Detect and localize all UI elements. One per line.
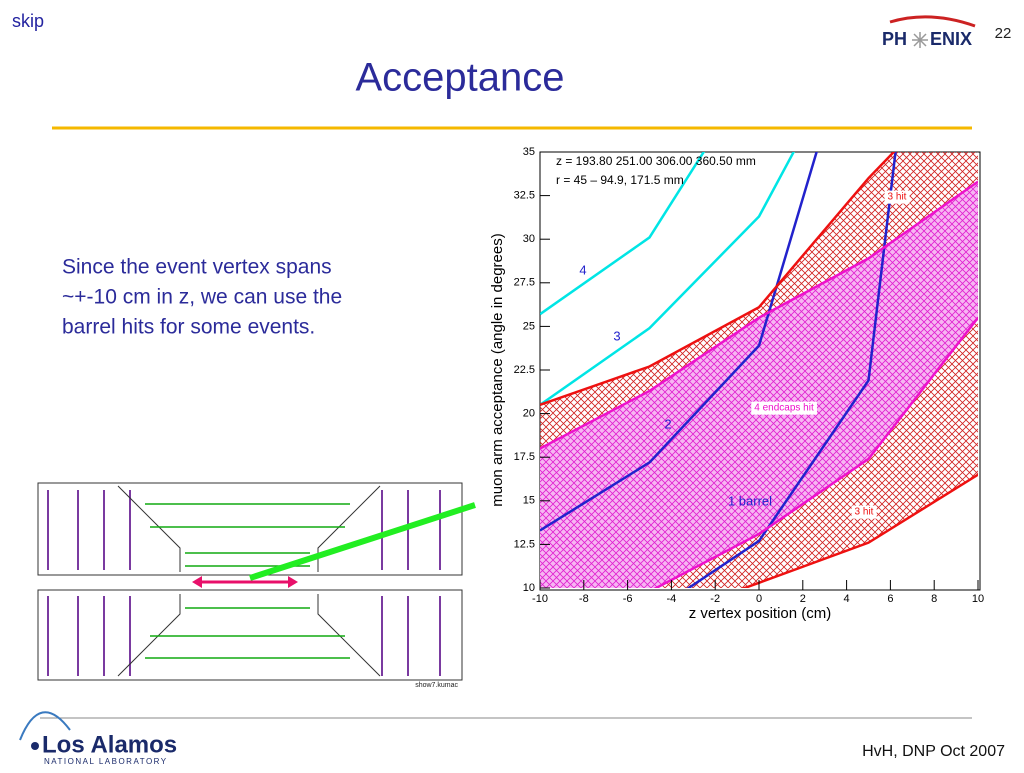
- series-line: [540, 152, 796, 406]
- series-line: [540, 152, 896, 407]
- y-tick-label: 15: [523, 495, 535, 507]
- y-tick-label: 10: [523, 582, 535, 594]
- plot-area: [540, 152, 978, 588]
- detector-drawing: [37, 482, 476, 681]
- annotation: 3 hit: [888, 192, 907, 203]
- x-tick-label: -6: [623, 593, 633, 605]
- y-tick-label: 25: [523, 320, 535, 332]
- y-tick-label: 27.5: [514, 277, 535, 289]
- page-number: 22: [995, 25, 1012, 42]
- series-line: [686, 152, 897, 588]
- y-axis-label: muon arm acceptance (angle in degrees): [489, 233, 506, 507]
- series-line: [540, 152, 706, 316]
- footer-text: HvH, DNP Oct 2007: [862, 743, 1005, 760]
- y-tick-label: 20: [523, 408, 535, 420]
- y-tick-label: 30: [523, 233, 535, 245]
- x-tick-label: 0: [756, 593, 762, 605]
- series-label: 4: [579, 262, 586, 277]
- body-text: barrel hits for some events.: [62, 316, 315, 339]
- series-label: 1 barrel: [728, 493, 772, 508]
- lab-subtitle: NATIONAL LABORATORY: [44, 757, 168, 766]
- skip-link[interactable]: skip: [12, 11, 44, 31]
- x-tick-label: 6: [887, 593, 893, 605]
- x-tick-label: -2: [710, 593, 720, 605]
- series-label: 3: [613, 328, 620, 343]
- lab-name: Los Alamos: [42, 731, 177, 758]
- body-text: Since the event vertex spans: [62, 256, 332, 279]
- x-tick-label: -4: [667, 593, 677, 605]
- series-line: [540, 180, 978, 450]
- x-tick-label: -8: [579, 593, 589, 605]
- annotation-box: [851, 505, 877, 519]
- logo-text: ENIX: [930, 29, 972, 49]
- x-tick-label: 2: [800, 593, 806, 605]
- x-tick-label: -10: [532, 593, 548, 605]
- y-tick-label: 22.5: [514, 364, 535, 376]
- x-tick-label: 8: [931, 593, 937, 605]
- lab-logo: Los Alamos NATIONAL LABORATORY: [19, 711, 177, 766]
- y-tick-label: 32.5: [514, 190, 535, 202]
- slide-title: Acceptance: [355, 56, 564, 100]
- body-text: ~+-10 cm in z, we can use the: [62, 286, 342, 309]
- series-line: [540, 152, 818, 532]
- annotation-box: [751, 401, 817, 415]
- annotation: 4 endcaps hit: [754, 403, 814, 414]
- phenix-logo: PH ENIX: [882, 15, 976, 49]
- annotation-box: [884, 190, 910, 204]
- hatch-band: [540, 181, 978, 588]
- series-line: [653, 316, 978, 588]
- x-tick-label: 10: [972, 593, 984, 605]
- annotation: 3 hit: [855, 507, 874, 518]
- y-tick-label: 12.5: [514, 538, 535, 550]
- annotation: r = 45 – 94.9, 171.5 mm: [556, 173, 684, 187]
- logo-text: PH: [882, 29, 907, 49]
- series-label: 2: [664, 416, 671, 431]
- annotation: z = 193.80 251.00 306.00 360.50 mm: [556, 154, 756, 168]
- x-axis-label: z vertex position (cm): [689, 605, 832, 622]
- y-tick-label: 35: [523, 146, 535, 158]
- x-tick-label: 4: [844, 593, 850, 605]
- y-tick-label: 17.5: [514, 451, 535, 463]
- detector-caption: show7.kumac: [415, 682, 458, 689]
